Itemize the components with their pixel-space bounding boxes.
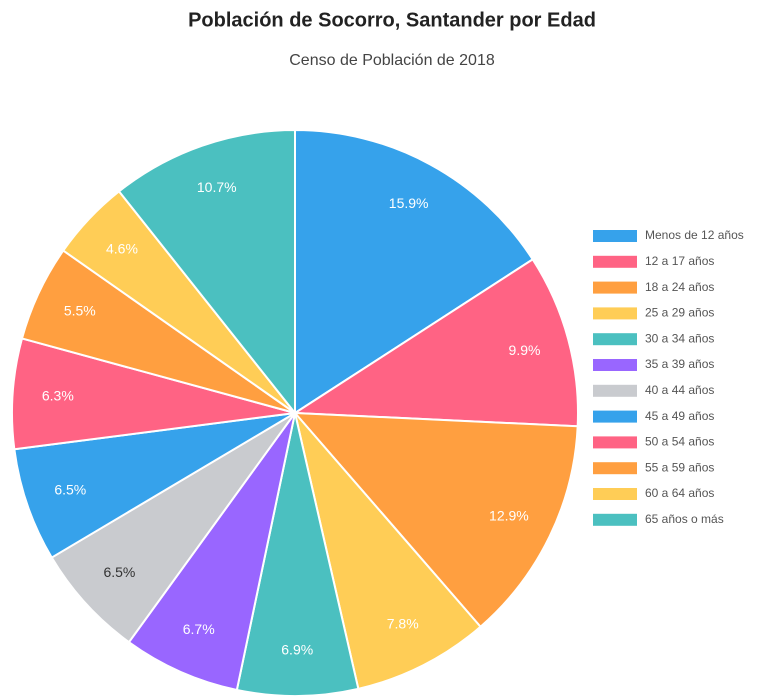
legend-label: 65 años o más: [645, 512, 724, 526]
legend-swatch: [593, 384, 637, 397]
legend-swatch: [593, 333, 637, 346]
legend-swatch: [593, 513, 637, 526]
pie-slice: [50, 412, 296, 644]
slice-label: 15.9%: [389, 195, 429, 211]
slice-label: 6.3%: [42, 387, 74, 403]
slice-label: 4.6%: [106, 241, 138, 257]
legend-label: 30 a 34 años: [645, 331, 714, 345]
legend-label: 35 a 39 años: [645, 357, 714, 371]
slice-label: 10.7%: [197, 179, 237, 195]
slice-label: 12.9%: [489, 507, 529, 523]
slice-label: 6.7%: [183, 621, 215, 637]
legend-swatch: [593, 488, 637, 500]
slice-label: 7.8%: [387, 616, 419, 632]
pie-slice: [294, 128, 535, 415]
legend-swatch: [593, 281, 637, 294]
legend-label: 12 a 17 años: [645, 254, 714, 268]
legend-swatch: [593, 230, 637, 242]
chart-title: Población de Socorro, Santander por Edad: [188, 9, 596, 31]
legend-swatch: [593, 359, 637, 371]
legend-swatch: [593, 255, 637, 268]
legend-swatch: [593, 462, 637, 475]
legend-swatch: [593, 307, 637, 320]
legend-label: 40 a 44 años: [645, 383, 714, 397]
slice-label: 5.5%: [64, 303, 96, 319]
legend-label: 18 a 24 años: [645, 280, 714, 294]
legend-label: Menos de 12 años: [645, 228, 744, 242]
slice-label: 6.9%: [281, 641, 313, 657]
pie-slice: [117, 128, 296, 416]
pie-slice: [127, 412, 296, 692]
legend-swatch: [593, 436, 637, 449]
pie-slice: [291, 258, 579, 428]
legend-label: 50 a 54 años: [645, 435, 714, 449]
legend-label: 60 a 64 años: [645, 486, 714, 500]
legend-label: 45 a 49 años: [645, 409, 714, 423]
slice-label: 6.5%: [54, 481, 86, 497]
slice-label: 6.5%: [103, 564, 135, 580]
pie-slice: [13, 412, 296, 559]
chart-subtitle: Censo de Población de 2018: [289, 52, 495, 69]
legend-swatch: [593, 410, 637, 423]
slice-label: 9.9%: [509, 342, 541, 358]
pie-slice: [292, 411, 579, 629]
legend-label: 25 a 29 años: [645, 306, 714, 320]
legend-label: 55 a 59 años: [645, 460, 714, 474]
pie-slice: [294, 412, 482, 691]
